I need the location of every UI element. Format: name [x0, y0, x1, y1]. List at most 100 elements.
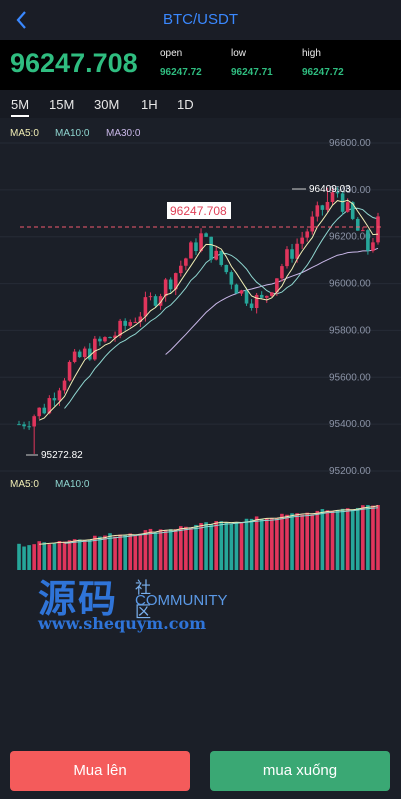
stat-low-label: low: [231, 48, 247, 59]
volume-bar: [158, 529, 163, 570]
volume-bar: [128, 533, 133, 570]
volume-bar: [295, 513, 299, 570]
candle-body: [330, 192, 335, 202]
volume-bar: [371, 505, 375, 570]
candle-body: [163, 279, 168, 297]
candle-body: [52, 398, 57, 401]
volume-bar: [300, 514, 304, 570]
tab-1d[interactable]: 1D: [177, 97, 194, 112]
candle-body: [108, 337, 112, 339]
candle-body: [315, 205, 320, 217]
volume-bar: [376, 505, 380, 570]
volume-bar: [224, 522, 229, 570]
candle-body: [148, 296, 153, 298]
volume-bar: [259, 519, 264, 570]
candle-body: [72, 351, 77, 362]
candle-body: [285, 249, 289, 267]
candle-body: [62, 380, 67, 391]
candle-body: [335, 192, 340, 194]
volume-bar: [350, 509, 355, 570]
volume-bar: [285, 514, 289, 570]
stat-low-value: 96247.71: [231, 67, 273, 78]
candle-body: [290, 249, 294, 259]
volume-bar: [330, 511, 335, 570]
candle-body: [199, 233, 203, 252]
tab-1h[interactable]: 1H: [141, 97, 158, 112]
candle-body: [376, 216, 380, 243]
volume-bar: [98, 536, 102, 570]
volume-bar: [108, 533, 112, 570]
tab-15m[interactable]: 15M: [49, 97, 75, 112]
current-price-tag: [167, 202, 231, 219]
candle-body: [259, 294, 264, 298]
volume-bar: [219, 521, 224, 570]
ma10-legend: MA10:0: [55, 128, 90, 139]
volume-ma-polyline: [39, 505, 379, 545]
volume-bar: [270, 517, 274, 570]
candle-body: [184, 258, 188, 266]
candle-body: [143, 297, 148, 317]
candle-body: [300, 237, 304, 244]
volume-bar: [264, 518, 269, 570]
candle-body: [77, 351, 82, 358]
volume-ma10-legend: MA10:0: [55, 479, 90, 490]
candle-body: [254, 294, 259, 308]
candle-body: [275, 278, 279, 293]
y-tick-label: 96200.00: [329, 232, 371, 243]
volume-bar: [72, 539, 77, 570]
candle-body: [214, 250, 218, 260]
candle-body: [224, 264, 229, 273]
volume-bar: [67, 540, 72, 570]
sell-down-button[interactable]: mua xuống: [210, 751, 390, 791]
candle-body: [138, 316, 143, 322]
volume-bar: [214, 521, 218, 570]
volume-bars: [17, 505, 380, 570]
volume-bar: [310, 514, 315, 570]
volume-bar: [42, 542, 47, 570]
candle-body: [361, 230, 365, 232]
back-arrow-icon[interactable]: [10, 8, 34, 32]
candle-body: [128, 322, 133, 326]
y-tick-label: 96000.00: [329, 279, 371, 290]
volume-ma-lines: [39, 505, 379, 545]
volume-bar: [148, 528, 153, 570]
candle-body: [27, 426, 31, 428]
volume-bar: [345, 508, 350, 570]
volume-bar: [320, 509, 325, 570]
volume-bar: [189, 527, 193, 570]
candle-body: [239, 290, 244, 294]
volume-bar: [340, 508, 345, 570]
volume-bar: [138, 533, 143, 570]
volume-bar: [93, 535, 97, 570]
candle-body: [355, 218, 360, 231]
watermark-sub: 社区: [135, 580, 152, 621]
candle-body: [189, 242, 193, 259]
candle-body: [219, 250, 224, 265]
candle-body: [366, 230, 370, 251]
volume-bar: [113, 536, 117, 570]
buy-up-button[interactable]: Mua lên: [10, 751, 190, 791]
volume-bar: [325, 510, 330, 570]
volume-bar: [234, 522, 239, 570]
price-grid: 96600.00 96400.00 96200.00 96000.00 95800.00…: [0, 138, 401, 477]
volume-bar: [275, 518, 279, 570]
volume-bar: [37, 541, 42, 570]
page-title: BTC/USDT: [163, 11, 238, 28]
candle-body: [17, 424, 21, 426]
ma30-legend: MA30:0: [106, 128, 141, 139]
candle-body: [179, 265, 183, 274]
volume-bar: [366, 505, 370, 570]
volume-bar: [204, 522, 208, 570]
tab-30m[interactable]: 30M: [94, 97, 120, 112]
volume-ma5-legend: MA5:0: [10, 479, 39, 490]
candle-body: [371, 242, 375, 251]
candle-body: [93, 338, 97, 360]
volume-bar: [335, 510, 340, 570]
candle-body: [310, 216, 315, 232]
tab-5m[interactable]: 5M: [11, 97, 30, 117]
candle-body: [133, 321, 138, 323]
candle-body: [209, 236, 213, 260]
kline-chart[interactable]: 96600.00 96400.00 96200.00 96000.00 95800.00…: [0, 118, 401, 580]
volume-bar: [361, 505, 365, 570]
y-tick-label: 95400.00: [329, 419, 371, 430]
